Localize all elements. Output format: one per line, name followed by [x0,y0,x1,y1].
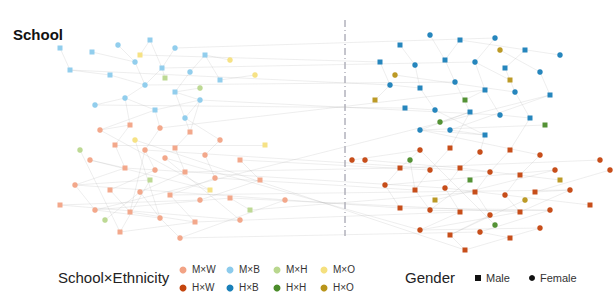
svg-text:Female: Female [540,272,577,284]
svg-text:School: School [13,26,63,43]
svg-text:School×Ethnicity: School×Ethnicity [58,269,170,286]
svg-text:M×W: M×W [192,264,216,275]
svg-text:H×B: H×B [239,282,259,293]
svg-text:M×B: M×B [239,264,260,275]
svg-text:H×O: H×O [333,282,354,293]
svg-text:M×H: M×H [286,264,307,275]
svg-text:M×O: M×O [333,264,355,275]
svg-text:H×H: H×H [286,282,306,293]
svg-text:Male: Male [486,272,510,284]
svg-text:H×W: H×W [192,282,215,293]
svg-text:Gender: Gender [405,269,455,286]
